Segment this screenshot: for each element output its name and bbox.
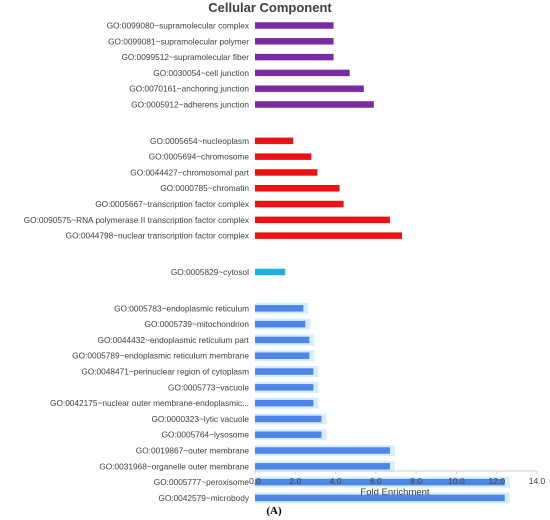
bar	[255, 268, 286, 276]
x-axis-title: Fold Enrichment	[360, 487, 430, 498]
bar	[255, 399, 314, 407]
figure-panel-label: (A)	[266, 505, 282, 517]
bar	[255, 431, 322, 438]
category-label: GO:0005783~endoplasmic reticulum	[114, 303, 249, 313]
x-tick-label: 2.0	[289, 476, 301, 486]
category-label: GO:0044427~chromosomal part	[130, 167, 249, 177]
category-label: GO:0005829~cytosol	[171, 267, 249, 277]
x-tick-label: 10.0	[448, 476, 465, 486]
x-tick-label: 14.0	[529, 476, 546, 486]
category-label: GO:0005654~nucleoplasm	[150, 136, 249, 146]
bar	[255, 101, 374, 108]
bar	[255, 216, 390, 224]
bar	[255, 320, 306, 328]
category-label: GO:0005667~transcription factor complex	[95, 199, 250, 209]
category-label: GO:0005912~adherens junction	[131, 100, 249, 110]
category-label: GO:0000323~lytic vacuole	[151, 414, 249, 424]
category-label: GO:0000785~chromatin	[160, 183, 249, 193]
x-tick-label: 6.0	[370, 476, 382, 486]
bar	[255, 368, 314, 375]
category-label: GO:0030054~cell junction	[153, 68, 249, 78]
category-label: GO:0005764~lysosome	[162, 430, 250, 440]
category-label: GO:0048471~perinuclear region of cytopla…	[81, 367, 249, 377]
bar	[255, 494, 505, 502]
category-label: GO:0099080~supramolecular complex	[107, 21, 250, 31]
bar	[255, 352, 310, 359]
category-labels: GO:0099080~supramolecular complex GO:0099…	[24, 21, 250, 503]
category-label: GO:0005789~endoplasmic reticulum membran…	[72, 351, 249, 361]
x-tick-label: 8.0	[410, 476, 422, 486]
category-label: GO:0042175~nuclear outer membrane-endopl…	[50, 398, 249, 408]
category-label: GO:0044798~nuclear transcription factor …	[66, 231, 250, 241]
category-label: GO:0090575~RNA polymerase II transcripti…	[24, 215, 250, 225]
bar	[255, 169, 318, 176]
bar	[255, 305, 304, 312]
x-tick-label: 12.0	[488, 476, 505, 486]
bar	[255, 153, 312, 160]
bar	[255, 415, 322, 423]
x-tick-label: 4.0	[330, 476, 342, 486]
bar	[255, 232, 403, 239]
category-label: GO:0099081~supramolecular polymer	[108, 36, 249, 46]
bar	[255, 22, 334, 29]
category-label: GO:0005773~vacuole	[168, 382, 249, 392]
bar	[255, 478, 505, 486]
bars-layer	[255, 22, 510, 504]
chart-title: Cellular Component	[208, 0, 332, 15]
bar	[255, 53, 334, 61]
bar	[255, 137, 294, 145]
x-tick-label: 0.0	[249, 476, 261, 486]
x-axis-ticks: 0.0 2.0 4.0 6.0 8.0 10.0 12.0 14.0	[249, 471, 546, 486]
category-label: GO:0031968~organelle outer membrane	[99, 461, 249, 471]
category-label: GO:0042579~microbody	[158, 493, 249, 503]
bar	[255, 184, 340, 192]
bar	[255, 447, 390, 454]
bar	[255, 85, 364, 92]
category-label: GO:0005777~peroxisome	[154, 477, 250, 487]
bar	[255, 384, 314, 391]
category-label: GO:0099512~supramolecular fiber	[121, 52, 249, 62]
category-label: GO:0044432~endoplasmic reticulum part	[97, 335, 249, 345]
category-label: GO:0005739~mitochondrion	[145, 319, 250, 329]
bar	[255, 69, 350, 77]
bar	[255, 38, 334, 45]
category-label: GO:0070161~anchoring junction	[129, 84, 249, 94]
bar	[255, 463, 390, 470]
category-label: GO:0019867~outer membrane	[136, 446, 250, 456]
bar	[255, 336, 310, 344]
bar	[255, 200, 344, 208]
category-label: GO:0005694~chromosome	[149, 152, 250, 162]
